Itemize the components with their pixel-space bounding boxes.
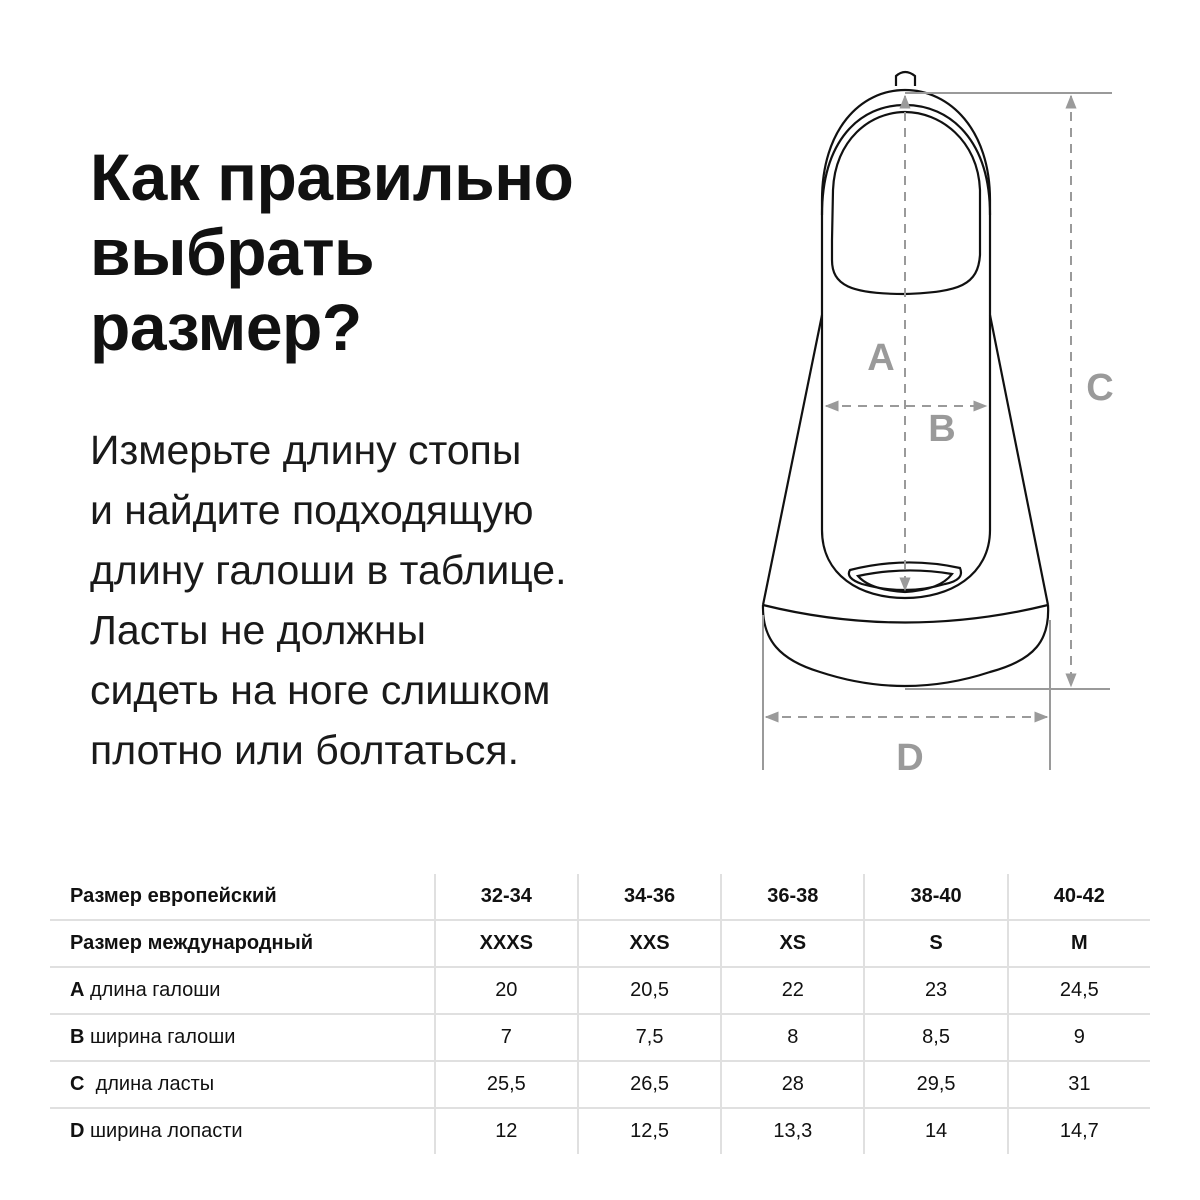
table-cell: 12,5 xyxy=(576,1108,722,1154)
row-label: D ширина лопасти xyxy=(50,1108,435,1154)
row-label: C длина ласты xyxy=(50,1061,435,1109)
row-label: Размер международный xyxy=(50,920,435,968)
label-d: D xyxy=(896,737,923,779)
dimension-lines xyxy=(762,92,1112,770)
row-label: Размер европейский xyxy=(50,874,435,921)
dimension-letter: C xyxy=(70,1073,85,1095)
table-cell: XXXS xyxy=(433,920,578,968)
table-cell: 14 xyxy=(863,1108,1008,1154)
size-table: Размер европейский 32-34 34-36 36-38 38-40 40… xyxy=(50,874,1150,1154)
dimension-letter: A xyxy=(70,979,85,1001)
title-line: Как правильно xyxy=(90,140,574,214)
table-row: B ширина галоши 7 7,5 8 8,5 9 xyxy=(50,1014,1150,1062)
description-line: плотно или болтаться. xyxy=(90,727,519,773)
table-cell: 20 xyxy=(433,967,578,1015)
table-cell: 29,5 xyxy=(863,1061,1008,1109)
description-line: сидеть на ноге слишком xyxy=(90,667,551,713)
table-cell: 24,5 xyxy=(1006,967,1150,1015)
table-cell: 23 xyxy=(863,967,1008,1015)
table-cell: XS xyxy=(720,920,865,968)
row-label-text: Размер европейский xyxy=(70,885,277,907)
label-b: B xyxy=(928,408,955,450)
table-cell: 12 xyxy=(433,1108,578,1154)
table-row: D ширина лопасти 12 12,5 13,3 14 14,7 xyxy=(50,1108,1150,1154)
table-cell: 8 xyxy=(720,1014,865,1062)
table-cell: 25,5 xyxy=(433,1061,578,1109)
row-label: B ширина галоши xyxy=(50,1014,435,1062)
table-cell: 20,5 xyxy=(576,967,722,1015)
dimension-letter: B xyxy=(70,1026,85,1048)
label-c: C xyxy=(1086,367,1113,409)
table-cell: 8,5 xyxy=(863,1014,1008,1062)
table-cell: XXS xyxy=(576,920,722,968)
table-cell: 26,5 xyxy=(576,1061,722,1109)
table-row: Размер международный XXXS XXS XS S M xyxy=(50,920,1150,968)
row-label-text: длина ласты xyxy=(84,1073,215,1095)
page-title: Как правильно выбрать размер? xyxy=(90,140,574,365)
table-row: A длина галоши 20 20,5 22 23 24,5 xyxy=(50,967,1150,1015)
title-line: выбрать xyxy=(90,215,375,289)
table-cell: 13,3 xyxy=(720,1108,865,1154)
dimension-letter: D xyxy=(70,1120,85,1142)
description-line: длину галоши в таблице. xyxy=(90,547,567,593)
table-cell: 40-42 xyxy=(1006,874,1150,921)
table-cell: 34-36 xyxy=(576,874,722,921)
label-a: A xyxy=(867,337,894,379)
row-label-text: Размер международный xyxy=(70,932,313,954)
table-cell: 7 xyxy=(433,1014,578,1062)
table-cell: 36-38 xyxy=(720,874,865,921)
table-cell: 28 xyxy=(720,1061,865,1109)
row-label: A длина галоши xyxy=(50,967,435,1015)
table-row: Размер европейский 32-34 34-36 36-38 38-40 40… xyxy=(50,874,1150,921)
table-cell: S xyxy=(863,920,1008,968)
table-row: C длина ласты 25,5 26,5 28 29,5 31 xyxy=(50,1061,1150,1109)
description-line: Ласты не должны xyxy=(90,607,426,653)
row-label-text: ширина галоши xyxy=(84,1026,236,1048)
description-line: Измерьте длину стопы xyxy=(90,427,522,473)
table-cell: 38-40 xyxy=(863,874,1008,921)
table-cell: 31 xyxy=(1006,1061,1150,1109)
table-cell: 32-34 xyxy=(433,874,578,921)
row-label-text: длина галоши xyxy=(84,979,221,1001)
row-label-text: ширина лопасти xyxy=(84,1120,243,1142)
table-cell: 14,7 xyxy=(1006,1108,1150,1154)
title-line: размер? xyxy=(90,290,362,364)
description-line: и найдите подходящую xyxy=(90,487,534,533)
table-cell: 7,5 xyxy=(576,1014,722,1062)
table-cell: M xyxy=(1006,920,1150,968)
fin-tab xyxy=(894,70,917,86)
table-cell: 9 xyxy=(1006,1014,1150,1062)
table-cell: 22 xyxy=(720,967,865,1015)
fin-diagram: A B C D xyxy=(761,70,1114,779)
description: Измерьте длину стопы и найдите подходящу… xyxy=(90,420,567,780)
